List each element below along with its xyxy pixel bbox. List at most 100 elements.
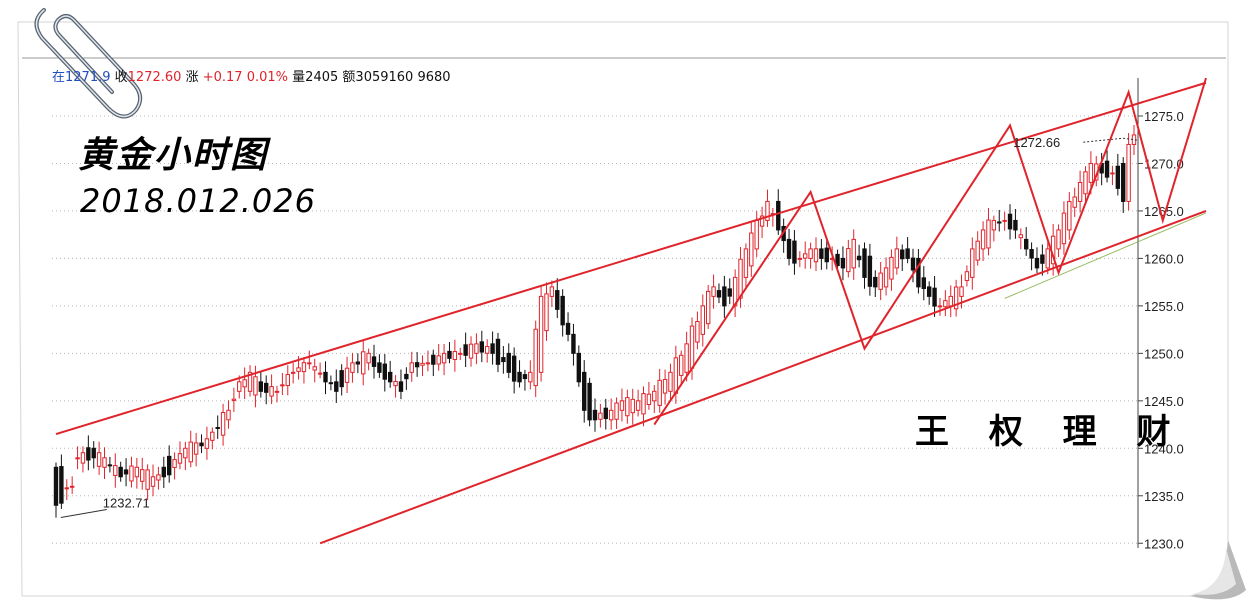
candle-body	[614, 402, 619, 420]
candle-body	[1024, 238, 1029, 250]
candle-body	[765, 200, 770, 221]
candle-body	[371, 356, 377, 367]
prev-close-prefix: 在12	[52, 70, 82, 85]
candle-body	[528, 371, 533, 383]
high-annotation: 1272.66	[1013, 135, 1060, 150]
candle-body	[285, 374, 290, 387]
low-marker-line	[60, 509, 107, 519]
candle-body	[571, 333, 576, 354]
candle-body	[759, 215, 765, 227]
candle-body	[1040, 254, 1045, 264]
candle-body	[705, 290, 711, 325]
candle-body	[274, 390, 280, 393]
candle-body	[808, 248, 813, 259]
candle-body	[1077, 181, 1083, 202]
candle-body	[350, 362, 355, 373]
candle-body	[1104, 160, 1110, 178]
candle-body	[603, 407, 608, 420]
candle-body	[970, 248, 975, 278]
candle-body	[598, 412, 603, 420]
candle-body	[172, 459, 177, 468]
candle-body	[237, 381, 242, 392]
candle-body	[673, 357, 679, 394]
candle-body	[231, 398, 237, 401]
chart-subtitle: 2018.012.026	[80, 182, 316, 220]
candle-body	[576, 352, 582, 383]
candle-body	[652, 390, 657, 402]
candle-body	[387, 371, 393, 383]
candle-body	[113, 465, 118, 476]
candle-body	[522, 374, 528, 380]
candle-body	[533, 328, 538, 387]
candle-body	[738, 258, 743, 299]
candle-body	[587, 382, 592, 421]
candle-body	[878, 272, 883, 290]
candle-body	[560, 295, 565, 326]
candle-body	[409, 362, 414, 373]
candle-body	[592, 409, 598, 421]
candle-body	[317, 372, 323, 375]
candle-body	[485, 345, 490, 354]
close-value: 1272.60	[127, 70, 182, 85]
candle-body	[183, 447, 188, 459]
candle-body	[953, 286, 959, 310]
candle-body	[657, 379, 662, 406]
candle-body	[948, 295, 953, 307]
candle-body	[80, 452, 86, 464]
candle-body	[932, 287, 937, 307]
candle-body	[668, 371, 673, 392]
candle-body	[630, 398, 635, 414]
y-tick-label: 1240.0	[1144, 441, 1184, 456]
candle-body	[166, 455, 172, 476]
candle-body	[684, 343, 689, 373]
candle-body	[199, 442, 204, 447]
candle-body	[1067, 200, 1072, 231]
volume-value: 2405	[305, 70, 339, 85]
candle-body	[937, 305, 943, 308]
candle-body	[986, 219, 991, 249]
candle-body	[1115, 165, 1121, 189]
y-tick-label: 1265.0	[1144, 204, 1184, 219]
candle-body	[619, 400, 625, 411]
candle-body	[458, 352, 463, 355]
candle-body	[398, 381, 404, 392]
candle-body	[544, 293, 549, 332]
candle-body	[107, 464, 113, 467]
candle-body	[226, 409, 231, 421]
candle-body	[490, 343, 495, 354]
candle-body	[307, 362, 312, 365]
candle-body	[156, 474, 161, 481]
chart-title: 黄金小时图	[78, 134, 269, 176]
quote-bar: 在1271.9 收1272.60 涨 +0.17 0.01% 量2405 额30…	[52, 66, 451, 85]
candle-body	[177, 453, 183, 464]
candle-body	[727, 288, 732, 297]
candle-body	[1083, 171, 1088, 195]
candle-body	[873, 276, 878, 288]
candle-body	[59, 466, 64, 504]
candle-body	[296, 367, 301, 372]
y-tick-label: 1255.0	[1144, 299, 1184, 314]
paper-card	[17, 21, 1229, 597]
candle-body	[517, 371, 522, 383]
candle-body	[150, 476, 156, 487]
candle-body	[334, 381, 339, 392]
candle-body	[743, 248, 749, 278]
candle-body	[538, 295, 544, 373]
candle-body	[280, 384, 285, 387]
candle-body	[511, 355, 517, 382]
candle-body	[210, 431, 215, 441]
candle-body	[242, 379, 247, 388]
y-tick-label: 1230.0	[1144, 536, 1184, 551]
candle-body	[862, 248, 867, 278]
candle-body	[312, 366, 317, 371]
change-pct: 0.01%	[246, 70, 289, 85]
candle-body	[323, 371, 328, 383]
candle-body	[1034, 257, 1040, 269]
candle-body	[851, 238, 856, 269]
high-marker-line	[1083, 137, 1138, 143]
candle-body	[846, 248, 851, 273]
candle-body	[1061, 212, 1067, 245]
candle-body	[905, 248, 910, 259]
candle-body	[980, 229, 986, 250]
